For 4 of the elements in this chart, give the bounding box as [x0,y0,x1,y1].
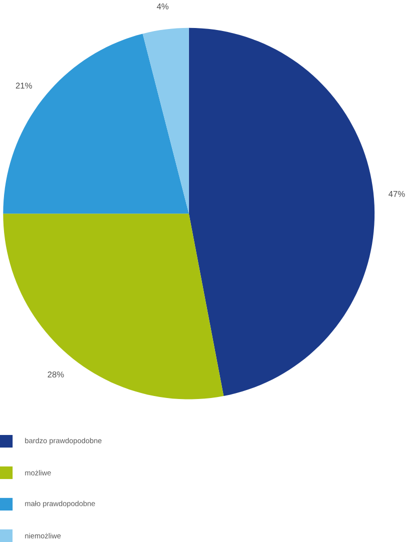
data-label: 4% [157,3,169,10]
data-label: 47% [388,190,406,197]
data-label: 21% [16,82,32,89]
data-label: 28% [48,371,64,378]
